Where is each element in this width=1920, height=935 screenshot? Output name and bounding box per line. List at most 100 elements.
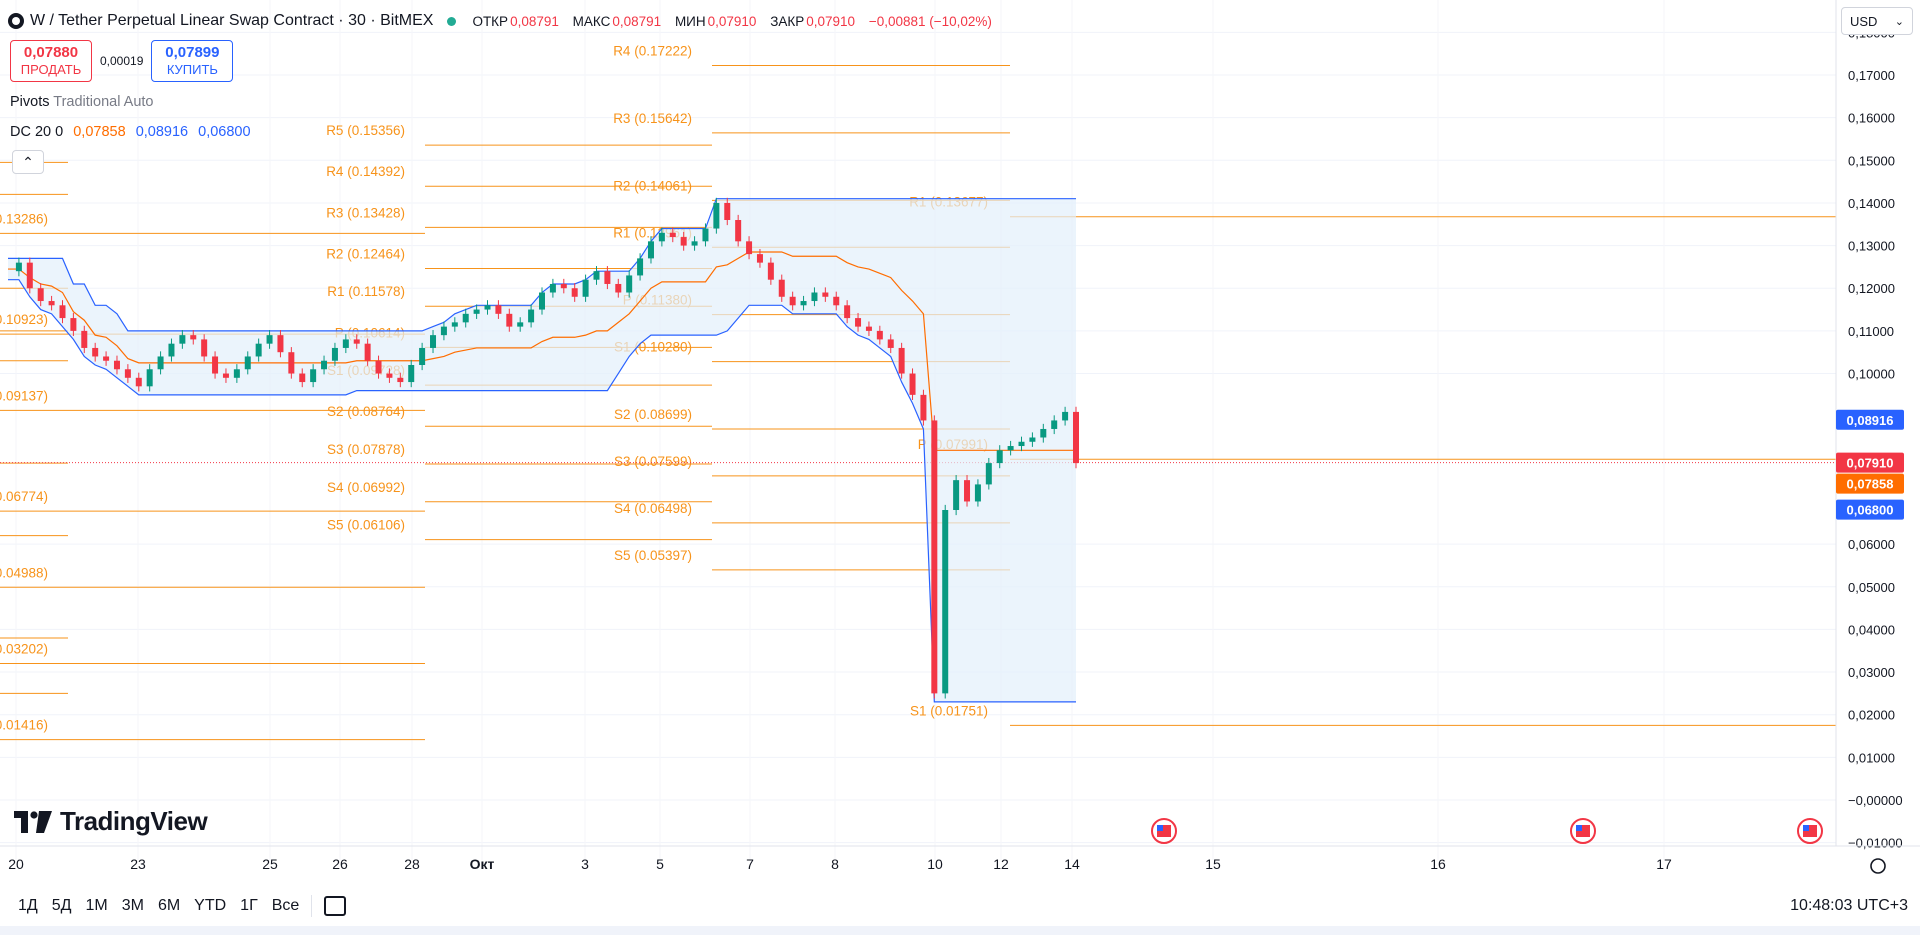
candle-body [266,335,273,344]
candle-body [212,356,219,374]
range-button[interactable]: 3М [121,897,144,914]
toolbar-divider [311,895,313,917]
clock[interactable]: 10:48:03 UTC+3 [1790,897,1908,914]
candle-body [451,322,458,327]
range-button[interactable]: 5Д [51,897,72,914]
pivot-label: S5 (0.06106) [327,518,405,533]
donchian-mid-line [8,251,1076,451]
candle-body [81,330,88,348]
pivot-label: R5 (0.15356) [326,123,405,138]
candle-body [70,318,77,331]
range-button[interactable]: 1М [85,897,108,914]
time-tick-label: 7 [746,856,754,872]
price-tag [1836,499,1904,520]
candle-body [462,313,469,323]
pivots-legend[interactable]: Pivots Traditional Auto [10,94,154,110]
calendar-icon[interactable] [324,896,347,916]
candle-body [1040,428,1047,438]
price-tick-label: −0,01000 [1848,836,1903,851]
candle-body [887,339,894,348]
price-tick-label: 0,17000 [1848,68,1895,83]
candle-body [419,347,426,365]
pivot-label: (0.03202) [0,641,48,656]
price-tag [1836,409,1904,430]
spread-value: 0,00019 [100,54,144,68]
candle-body [168,343,175,357]
range-selector: 1Д 5Д 1М 3М 6М YTD 1Г Все [18,897,299,915]
candle-body [549,283,556,293]
currency-select[interactable]: USD ⌄ [1841,7,1913,35]
candle-body [92,347,99,357]
time-tick-label: 17 [1656,856,1672,872]
candle-body [244,356,251,370]
trade-panel: 0,07880 ПРОДАТЬ 0,00019 0,07899 КУПИТЬ [10,40,234,82]
pivot-label: R1 (0.11578) [327,284,405,299]
candle-body [331,347,338,361]
candle-body [299,373,306,383]
symbol-title[interactable]: W / Tether Perpetual Linear Swap Contrac… [30,12,434,29]
candle-body [103,356,110,361]
candle-body [135,377,142,387]
market-status-icon [447,16,457,26]
candle-body [615,283,622,293]
price-tick-label: 0,04000 [1848,622,1895,637]
candle-body [539,292,545,310]
pivot-label: (0.04988) [0,565,48,580]
time-tick-label: Окт [470,856,495,872]
price-tag-label: 0,07858 [1847,477,1894,492]
pivot-label: (0.06774) [0,489,48,504]
candle-body [146,369,153,387]
candle-body [789,296,796,306]
candle-body [735,220,742,242]
horizontal-scrollbar[interactable] [0,926,1920,935]
range-button[interactable]: YTD [194,897,227,914]
collapse-legend-button[interactable]: ⌃ [12,150,44,174]
buy-button[interactable]: 0,07899 КУПИТЬ [151,40,234,82]
tradingview-logo[interactable]: TradingView [14,806,208,837]
low-label: МИН [674,13,706,29]
price-tag [1836,473,1904,494]
pivot-label: S2 (0.08699) [614,407,692,422]
range-button[interactable]: 1Г [240,897,258,914]
candle-body [582,279,589,297]
pivot-label: (0.01416) [0,718,48,733]
candle-body [113,360,120,370]
pivots-name: Pivots [10,94,50,110]
candle-body [408,365,415,383]
pivot-label: S2 (0.08764) [327,404,405,419]
sell-button[interactable]: 0,07880 ПРОДАТЬ [10,40,92,82]
buy-label: КУПИТЬ [166,62,218,77]
time-axis[interactable]: 20 23 25 26 28 Окт 3 5 7 8 10 12 14 15 16 17 [0,818,1920,874]
range-button[interactable]: 1Д [18,897,38,914]
buy-price: 0,07899 [165,44,220,61]
price-axis[interactable]: 0,180000,170000,160000,150000,140000,130… [1835,0,1904,851]
candle-body [746,241,753,255]
price-tick-label: 0,12000 [1848,281,1895,296]
candle-body [201,339,208,357]
time-tick-label: 16 [1430,856,1446,872]
candle-body [756,254,763,263]
candle-body [517,322,524,327]
candle-body [430,335,437,348]
candle-body [691,241,698,246]
candles [15,197,1079,699]
candle-body [15,262,22,272]
candle-body [342,339,349,348]
candle-body [1062,411,1069,421]
candle-body [724,202,731,220]
candle-body [713,202,720,229]
candle-body [767,262,774,280]
time-tick-label: 20 [8,856,24,872]
donchian-legend[interactable]: DC 20 0 0,07858 0,08916 0,06800 [10,124,251,140]
candle-body [288,352,295,374]
time-tick-label: 3 [581,856,589,872]
candle-body [669,232,676,238]
pivot-label: R3 (0.13428) [326,205,405,220]
candle-body [495,305,502,314]
pivot-label: (0.09137) [0,388,48,403]
range-button[interactable]: Все [271,897,300,914]
high-value: 0,08791 [612,13,662,29]
price-tag-label: 0,06800 [1847,503,1894,518]
range-button[interactable]: 6М [157,897,181,914]
